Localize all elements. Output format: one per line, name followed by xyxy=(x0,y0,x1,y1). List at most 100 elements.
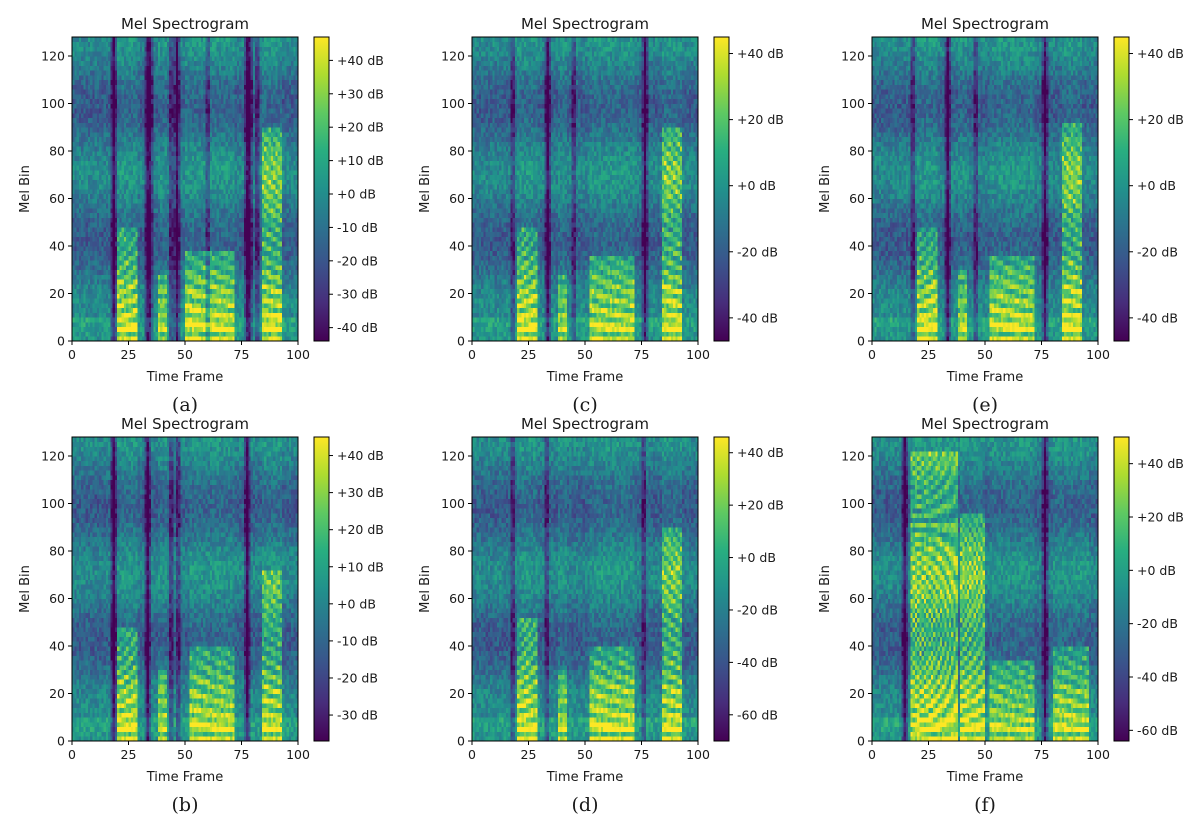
heatmap-cell xyxy=(96,203,100,209)
heatmap-cell xyxy=(200,89,204,95)
heatmap-cell xyxy=(103,193,107,199)
heatmap-cell xyxy=(108,208,111,214)
heatmap-cell xyxy=(198,113,202,119)
heatmap-cell xyxy=(137,79,141,85)
heatmap-cell xyxy=(230,269,233,275)
heatmap-cell xyxy=(99,56,102,62)
heatmap-cell xyxy=(157,46,161,52)
heatmap-cell xyxy=(144,141,147,147)
heatmap-cell xyxy=(162,117,165,123)
heatmap-cell xyxy=(207,184,211,190)
heatmap-cell xyxy=(182,250,186,256)
heatmap-cell xyxy=(200,113,204,119)
heatmap-cell xyxy=(139,189,143,195)
heatmap-cell xyxy=(72,284,75,290)
heatmap-cell xyxy=(135,94,138,100)
heatmap-cell xyxy=(74,179,77,185)
heatmap-cell xyxy=(99,46,102,52)
heatmap-cell xyxy=(209,231,213,237)
heatmap-cell xyxy=(85,250,89,256)
heatmap-cell xyxy=(171,155,174,161)
heatmap-cell xyxy=(105,307,109,313)
heatmap-cell xyxy=(196,89,199,95)
heatmap-cell xyxy=(214,51,217,57)
heatmap-cell xyxy=(78,132,82,138)
heatmap-cell xyxy=(112,98,116,104)
heatmap-cell xyxy=(119,236,123,242)
heatmap-cell xyxy=(119,151,123,157)
heatmap-cell xyxy=(139,336,143,342)
heatmap-cell xyxy=(83,127,86,133)
heatmap-cell xyxy=(128,189,132,195)
heatmap-cell xyxy=(126,284,129,290)
heatmap-cell xyxy=(191,217,195,223)
heatmap-cell xyxy=(178,65,181,71)
heatmap-cell xyxy=(164,56,168,62)
heatmap-cell xyxy=(148,117,152,123)
heatmap-cell xyxy=(94,136,98,142)
heatmap-cell xyxy=(187,208,190,214)
heatmap-cell xyxy=(99,132,102,138)
heatmap-cell xyxy=(137,151,141,157)
heatmap-cell xyxy=(101,269,104,275)
heatmap-cell xyxy=(175,141,179,147)
heatmap-cell xyxy=(157,227,161,233)
heatmap-cell xyxy=(101,274,104,280)
heatmap-cell xyxy=(85,160,89,166)
heatmap-cell xyxy=(101,193,104,199)
heatmap-cell xyxy=(234,222,238,228)
heatmap-cell xyxy=(139,46,143,52)
heatmap-cell xyxy=(198,269,202,275)
heatmap-cell xyxy=(185,160,188,166)
heatmap-cell xyxy=(185,103,188,109)
heatmap-cell xyxy=(81,141,84,147)
heatmap-cell xyxy=(92,46,95,52)
heatmap-cell xyxy=(112,37,116,43)
heatmap-cell xyxy=(139,227,143,233)
heatmap-cell xyxy=(114,56,118,62)
heatmap-cell xyxy=(90,250,93,256)
heatmap-cell xyxy=(76,217,80,223)
heatmap-cell xyxy=(227,108,231,114)
heatmap-cell xyxy=(133,317,136,323)
heatmap-cell xyxy=(212,274,215,280)
heatmap-cell xyxy=(85,269,89,275)
heatmap-cell xyxy=(123,103,127,109)
heatmap-cell xyxy=(96,136,100,142)
heatmap-cell xyxy=(164,108,168,114)
heatmap-cell xyxy=(178,122,181,128)
heatmap-cell xyxy=(133,122,136,128)
heatmap-cell xyxy=(155,331,159,337)
heatmap-cell xyxy=(175,184,179,190)
heatmap-cell xyxy=(218,41,222,47)
heatmap-cell xyxy=(155,241,159,247)
heatmap-cell xyxy=(223,189,226,195)
heatmap-cell xyxy=(162,84,165,90)
heatmap-cell xyxy=(227,132,231,138)
heatmap-cell xyxy=(128,60,132,66)
heatmap-cell xyxy=(87,336,91,342)
heatmap-cell xyxy=(128,165,132,171)
heatmap-cell xyxy=(221,108,224,114)
heatmap-cell xyxy=(209,127,213,133)
heatmap-cell xyxy=(74,75,77,81)
heatmap-cell xyxy=(171,60,174,66)
heatmap-cell xyxy=(236,37,240,43)
heatmap-cell xyxy=(144,227,147,233)
heatmap-cell xyxy=(191,136,195,142)
heatmap-cell xyxy=(144,151,147,157)
heatmap-cell xyxy=(151,113,154,119)
heatmap-cell xyxy=(166,84,170,90)
heatmap-cell xyxy=(144,170,147,176)
heatmap-cell xyxy=(214,127,217,133)
heatmap-cell xyxy=(108,84,111,90)
heatmap-cell xyxy=(234,51,238,57)
heatmap-cell xyxy=(105,89,109,95)
heatmap-cell xyxy=(83,136,86,142)
heatmap-cell xyxy=(239,75,242,81)
heatmap-cell xyxy=(108,336,111,342)
heatmap-cell xyxy=(243,84,247,90)
heatmap-cell xyxy=(105,75,109,81)
heatmap-cell xyxy=(101,231,104,237)
heatmap-cell xyxy=(166,89,170,95)
